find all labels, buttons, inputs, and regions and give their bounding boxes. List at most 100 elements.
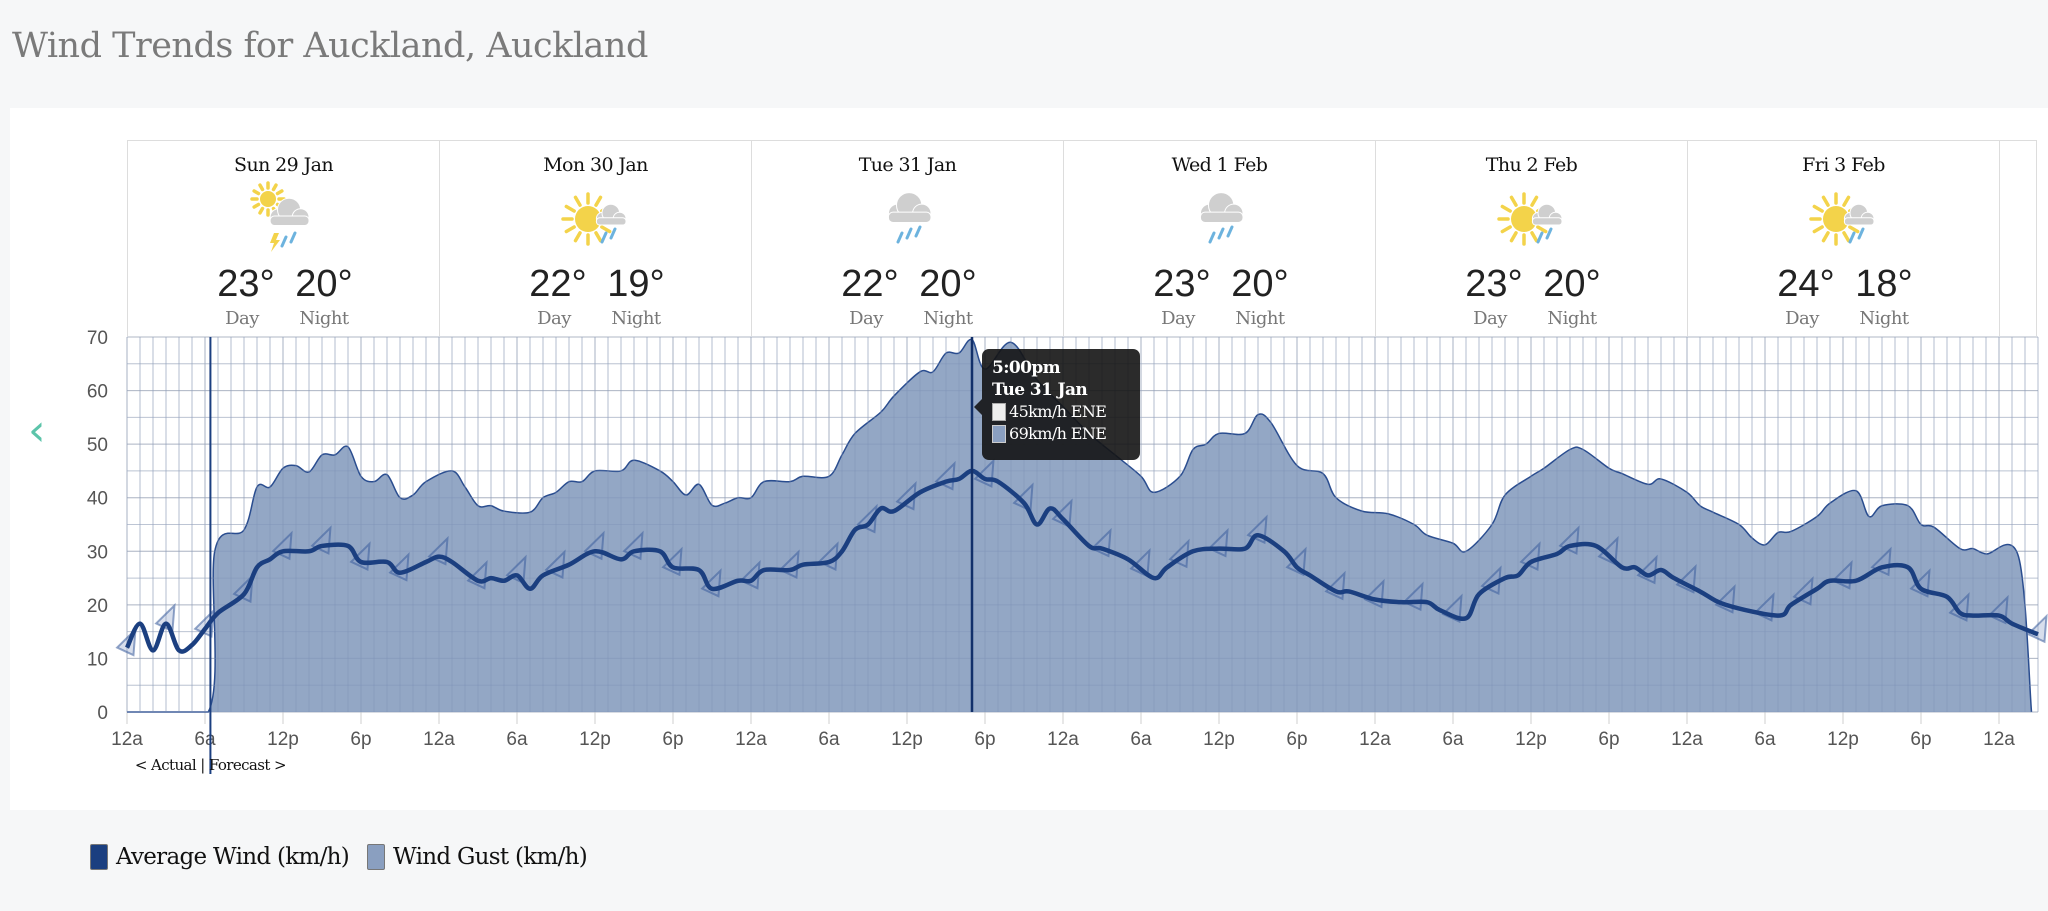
y-tick-label: 0 [97, 703, 108, 724]
x-tick-label: 6p [1598, 729, 1619, 750]
x-tick-label: 6p [350, 729, 371, 750]
x-tick-label: 6p [1910, 729, 1931, 750]
day-date: Mon 30 Jan [543, 154, 648, 176]
day-temperature: 22° [841, 263, 899, 305]
day-forecast-cell: Mon 30 Jan 22° 19° Day Night [439, 140, 751, 336]
x-tick-label: 6a [194, 729, 216, 750]
chart-tooltip: 5:00pm Tue 31 Jan 45km/h ENE 69km/h ENE [974, 349, 1140, 460]
sun-cloud-rain-icon [1804, 181, 1884, 261]
wind-direction-arrow-icon [2026, 613, 2048, 644]
night-temperature: 20° [1231, 263, 1289, 305]
night-temperature: 20° [295, 263, 353, 305]
tooltip-average-row: 45km/h ENE [992, 401, 1130, 423]
x-tick-label: 12a [1047, 729, 1079, 750]
night-temperature: 20° [919, 263, 977, 305]
y-tick-label: 10 [87, 649, 108, 670]
legend-label-wind-gust: Wind Gust (km/h) [393, 844, 588, 870]
y-tick-label: 30 [87, 542, 108, 563]
day-forecast-cell-empty [1999, 140, 2037, 336]
night-label: Night [1547, 308, 1597, 329]
legend-item-average-wind[interactable]: Average Wind (km/h) [90, 844, 350, 870]
x-tick-label: 12a [1983, 729, 2015, 750]
tooltip-date: Tue 31 Jan [992, 380, 1088, 400]
day-forecast-cell: Tue 31 Jan 22° 20° Day Night [751, 140, 1063, 336]
day-temperature: 23° [217, 263, 275, 305]
day-label: Day [1161, 308, 1195, 329]
day-label: Day [225, 308, 259, 329]
night-temperature: 20° [1543, 263, 1601, 305]
x-tick-label: 6a [506, 729, 528, 750]
wind-gust-area [127, 339, 2032, 712]
actual-forecast-label: < Actual | Forecast > [135, 756, 286, 774]
x-tick-label: 6p [662, 729, 683, 750]
x-tick-label: 6a [1442, 729, 1464, 750]
legend-item-wind-gust[interactable]: Wind Gust (km/h) [367, 844, 588, 870]
chart-legend: Average Wind (km/h) Wind Gust (km/h) [90, 844, 605, 870]
sun-cloud-thunder-rain-icon [244, 181, 324, 261]
x-tick-label: 12p [579, 729, 611, 750]
wind-direction-arrow-icon [1012, 482, 1034, 513]
day-date: Fri 3 Feb [1802, 154, 1885, 176]
x-tick-label: 12a [423, 729, 455, 750]
day-label: Day [1473, 308, 1507, 329]
tooltip-average-value: 45km/h ENE [1009, 402, 1107, 421]
legend-label-average-wind: Average Wind (km/h) [116, 844, 350, 870]
day-forecast-cell: Wed 1 Feb 23° 20° Day Night [1063, 140, 1375, 336]
cloud-rain-icon [1180, 181, 1260, 261]
night-temperature: 18° [1855, 263, 1913, 305]
day-forecast-cell: Thu 2 Feb 23° 20° Day Night [1375, 140, 1687, 336]
x-tick-label: 12a [111, 729, 143, 750]
x-tick-label: 12a [1359, 729, 1391, 750]
x-tick-label: 12a [1671, 729, 1703, 750]
x-tick-label: 6a [1754, 729, 1776, 750]
y-tick-label: 50 [87, 435, 108, 456]
x-tick-label: 6p [1286, 729, 1307, 750]
tooltip-average-swatch [992, 403, 1006, 421]
average-wind-line [124, 468, 2039, 654]
day-label: Day [537, 308, 571, 329]
day-temperature: 23° [1465, 263, 1523, 305]
x-tick-label: 12p [267, 729, 299, 750]
cloud-rain-icon [868, 181, 948, 261]
day-temperature: 24° [1777, 263, 1835, 305]
night-temperature: 19° [607, 263, 665, 305]
legend-swatch-average-wind [90, 844, 108, 870]
day-label: Day [1785, 308, 1819, 329]
x-tick-label: 6a [818, 729, 840, 750]
tooltip-gust-value: 69km/h ENE [1009, 424, 1107, 443]
day-temperature: 22° [529, 263, 587, 305]
x-tick-label: 6a [1130, 729, 1152, 750]
x-tick-label: 12p [1203, 729, 1235, 750]
y-tick-label: 70 [87, 330, 108, 349]
night-label: Night [611, 308, 661, 329]
x-tick-label: 6p [974, 729, 995, 750]
day-date: Wed 1 Feb [1171, 154, 1268, 176]
night-label: Night [1859, 308, 1909, 329]
legend-swatch-wind-gust [367, 844, 386, 870]
night-label: Night [299, 308, 349, 329]
y-tick-label: 60 [87, 382, 108, 403]
tooltip-gust-swatch [992, 425, 1006, 443]
tooltip-time: 5:00pm [992, 358, 1061, 378]
night-label: Night [1235, 308, 1285, 329]
day-forecast-cell: Fri 3 Feb 24° 18° Day Night [1687, 140, 1999, 336]
y-tick-label: 20 [87, 596, 108, 617]
chevron-left-icon[interactable]: ‹ [28, 405, 46, 456]
day-date: Sun 29 Jan [234, 154, 334, 176]
day-temperature: 23° [1153, 263, 1211, 305]
day-label: Day [849, 308, 883, 329]
night-label: Night [923, 308, 973, 329]
x-tick-label: 12p [1827, 729, 1859, 750]
day-forecast-cell: Sun 29 Jan 23° 20° Day Night [127, 140, 439, 336]
axes: 0 10 20 30 40 50 60 70 12a 6a 12p 6p 12a 6a 12p 6p 12a 6a… [87, 330, 2015, 774]
tooltip-gust-row: 69km/h ENE [992, 423, 1130, 445]
day-date: Tue 31 Jan [858, 154, 957, 176]
y-tick-label: 40 [87, 489, 108, 510]
x-tick-label: 12a [735, 729, 767, 750]
sun-cloud-rain-icon [556, 181, 636, 261]
sun-cloud-rain-icon [1492, 181, 1572, 261]
x-tick-label: 12p [891, 729, 923, 750]
x-tick-label: 12p [1515, 729, 1547, 750]
page-title: Wind Trends for Auckland, Auckland [12, 26, 648, 66]
day-date: Thu 2 Feb [1485, 154, 1578, 176]
